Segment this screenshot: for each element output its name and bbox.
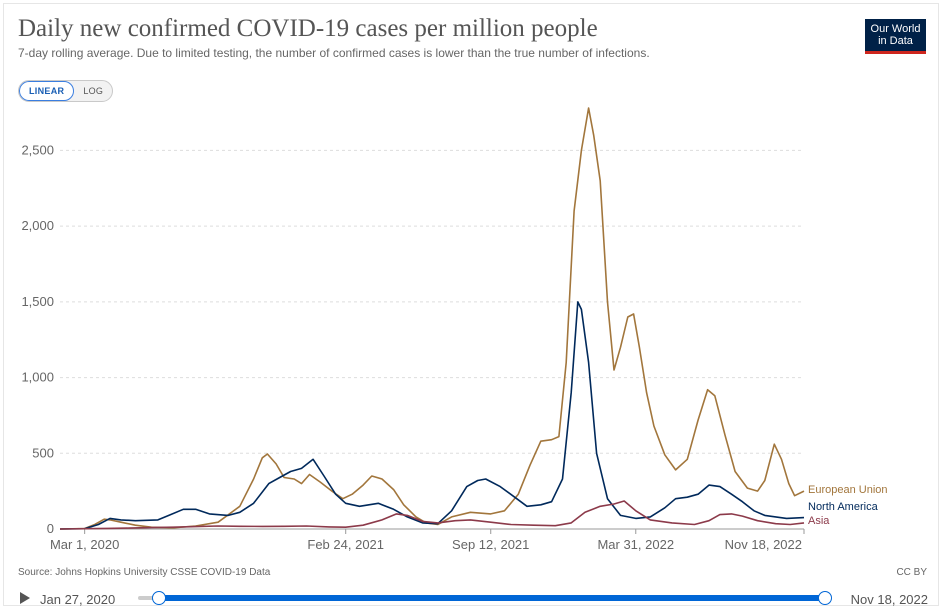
series-lines xyxy=(59,107,805,530)
timeline-track-selected[interactable] xyxy=(158,595,824,601)
x-tick-label: Feb 24, 2021 xyxy=(307,537,384,552)
series-line-asia[interactable] xyxy=(59,500,805,530)
source-note[interactable]: Source: Johns Hopkins University CSSE CO… xyxy=(18,567,271,578)
y-tick-label: 1,000 xyxy=(21,370,54,385)
log-scale-button[interactable]: LOG xyxy=(83,86,104,96)
grid-lines xyxy=(60,149,804,530)
linear-scale-button[interactable]: LINEAR xyxy=(19,81,75,101)
x-tick-label: Nov 18, 2022 xyxy=(725,537,802,552)
timeline-end-handle[interactable] xyxy=(818,591,832,605)
timeline: Jan 27, 2020 Nov 18, 2022 xyxy=(18,590,928,607)
y-tick-label: 1,500 xyxy=(21,294,54,309)
series-line-north-america[interactable] xyxy=(59,301,805,530)
play-icon[interactable] xyxy=(20,592,30,604)
timeline-track-unselected[interactable] xyxy=(138,596,158,600)
chart-title: Daily new confirmed COVID-19 cases per m… xyxy=(18,15,598,42)
timeline-start-date: Jan 27, 2020 xyxy=(40,592,116,607)
scale-toggle: LINEAR LOG xyxy=(18,80,114,102)
owid-logo[interactable]: Our World in Data xyxy=(865,19,926,54)
y-axis-ticks: 0 500 1,000 1,500 2,000 2,500 xyxy=(21,142,54,536)
x-tick-label: Sep 12, 2021 xyxy=(452,537,529,552)
logo-line-2: in Data xyxy=(878,35,913,47)
y-tick-label: 500 xyxy=(32,445,54,460)
series-label-european-union[interactable]: European Union xyxy=(808,484,888,496)
y-tick-label: 2,500 xyxy=(21,142,54,157)
series-label-asia[interactable]: Asia xyxy=(808,515,830,527)
y-tick-label: 2,000 xyxy=(21,218,54,233)
x-tick-label: Mar 31, 2022 xyxy=(597,537,674,552)
x-axis-ticks: Mar 1, 2020 Feb 24, 2021 Sep 12, 2021 Mar 3… xyxy=(50,529,805,552)
chart-frame xyxy=(3,3,939,606)
chart-subtitle: 7-day rolling average. Due to limited te… xyxy=(18,46,650,60)
logo-line-1: Our World xyxy=(870,23,921,35)
series-line-european-union[interactable] xyxy=(59,107,805,530)
timeline-start-handle[interactable] xyxy=(152,591,166,605)
timeline-end-date: Nov 18, 2022 xyxy=(850,592,928,607)
y-tick-label: 0 xyxy=(47,521,54,536)
series-label-north-america[interactable]: North America xyxy=(808,501,879,513)
series-labels: European Union North America Asia xyxy=(808,484,888,527)
license-link[interactable]: CC BY xyxy=(896,567,927,578)
x-tick-label: Mar 1, 2020 xyxy=(50,537,119,552)
